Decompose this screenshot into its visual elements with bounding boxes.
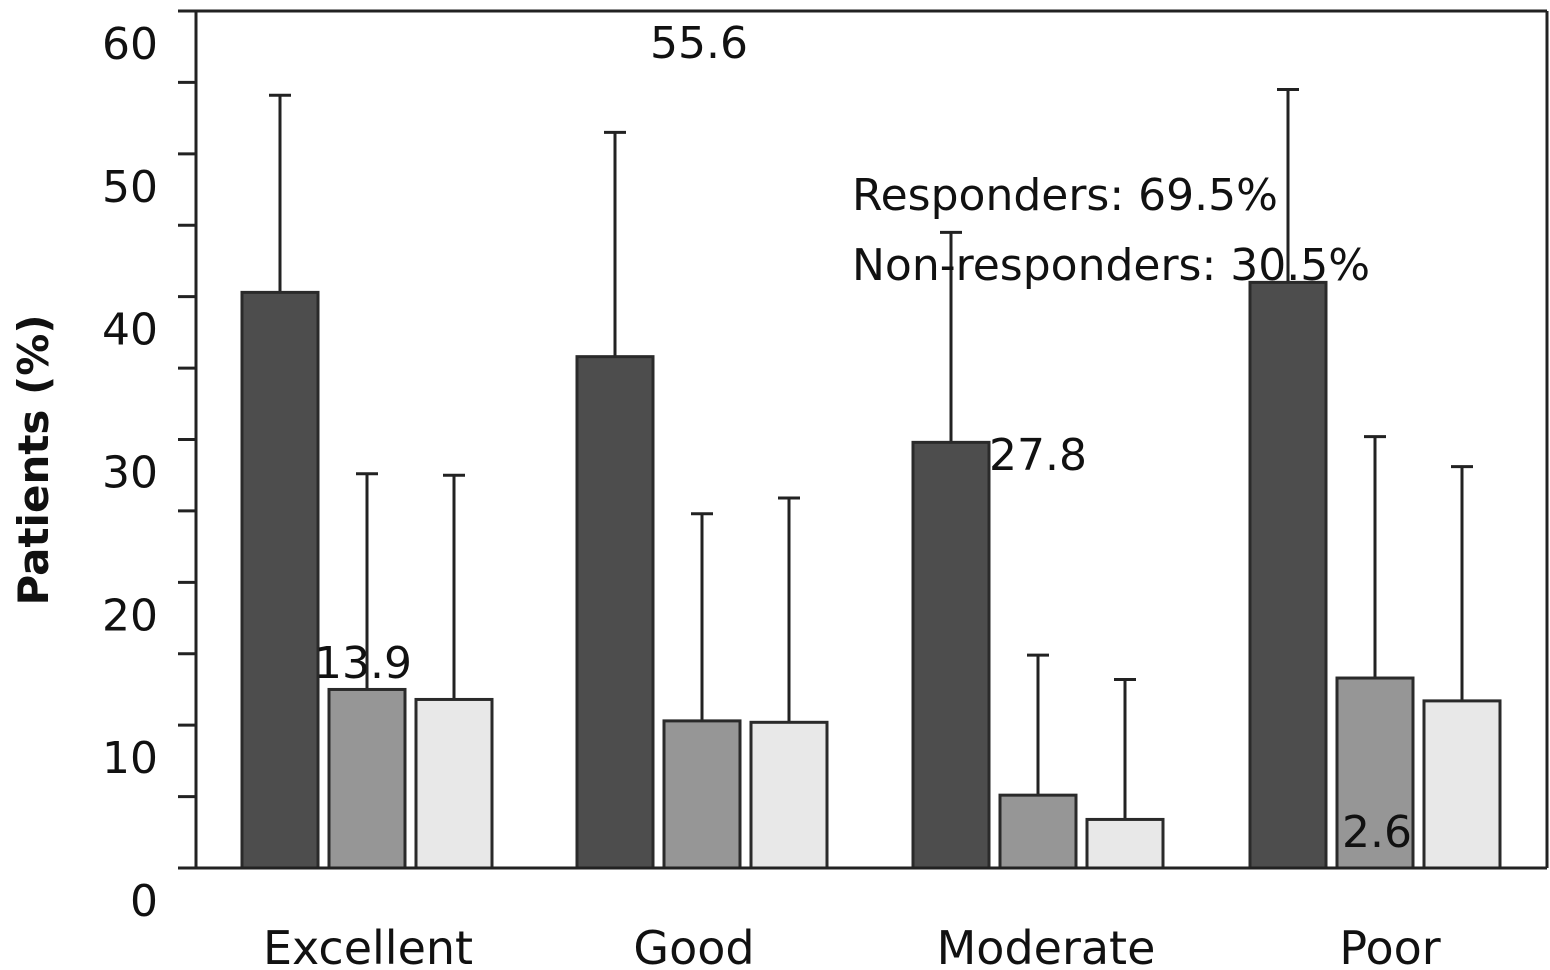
- y-tick-label: 0: [130, 876, 158, 927]
- bar-excellent-series-3: [414, 697, 494, 870]
- annotation-label: Responders: 69.5%: [852, 170, 1278, 221]
- annotation-label: 55.6: [650, 18, 748, 69]
- x-category-label: Moderate: [937, 921, 1156, 970]
- x-category-label: Poor: [1339, 921, 1440, 970]
- x-category-label: Excellent: [263, 921, 473, 970]
- annotation-label: 27.8: [989, 430, 1087, 481]
- annotation-label: Non-responders: 30.5%: [852, 240, 1370, 291]
- x-category-label: Good: [633, 921, 754, 970]
- annotation-label: 2.6: [1342, 807, 1412, 858]
- bar-good-series-1: [575, 355, 655, 870]
- y-tick-label: 30: [102, 448, 158, 499]
- y-tick-label: 40: [102, 305, 158, 356]
- bar-excellent-series-1: [240, 290, 320, 870]
- axes-layer: [178, 9, 1549, 870]
- bar-moderate-series-3: [1085, 817, 1165, 870]
- annotation-label: 13.9: [314, 638, 412, 689]
- bar-good-series-2: [662, 719, 742, 870]
- y-tick-label: 60: [102, 19, 158, 70]
- labels-layer: 0 10 20 30 40 50 60 Excellent Good Moderate Poor Pa…: [9, 18, 1441, 970]
- bar-poor-series-1: [1248, 280, 1328, 870]
- y-tick-label: 20: [102, 590, 158, 641]
- bar-poor-series-2: [1335, 676, 1415, 870]
- bar-poor-series-3: [1422, 699, 1502, 870]
- y-axis-title: Patients (%): [9, 314, 58, 605]
- bar-moderate-series-1: [911, 440, 991, 870]
- bar-good-series-3: [749, 720, 829, 870]
- y-tick-label: 50: [102, 162, 158, 213]
- bar-excellent-series-2: [327, 687, 407, 870]
- bar-moderate-series-2: [998, 793, 1078, 870]
- y-tick-label: 10: [102, 733, 158, 784]
